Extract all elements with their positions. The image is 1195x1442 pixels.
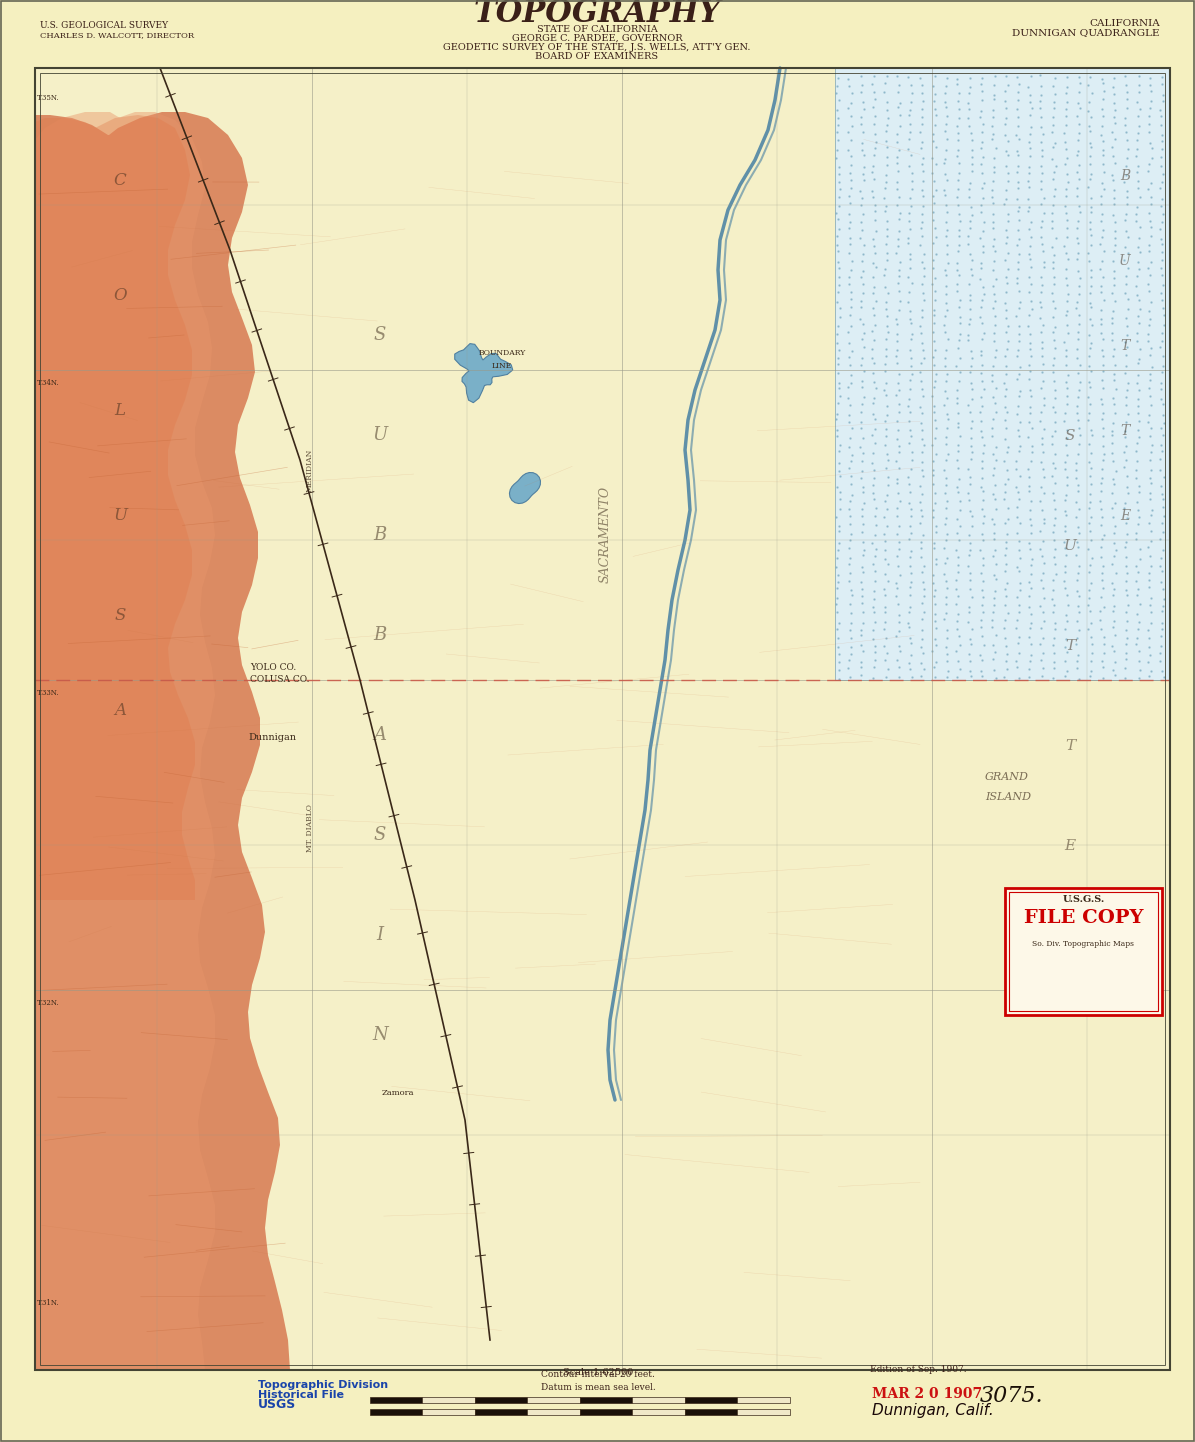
- Text: U: U: [1064, 539, 1077, 552]
- Text: O: O: [114, 287, 127, 304]
- Text: TOPOGRAPHY: TOPOGRAPHY: [473, 0, 721, 29]
- Bar: [474, 1397, 527, 1403]
- Bar: [370, 1397, 423, 1403]
- Text: LINE: LINE: [492, 362, 513, 371]
- Text: U: U: [373, 425, 387, 444]
- Text: C: C: [114, 172, 127, 189]
- Text: A: A: [114, 702, 125, 720]
- Text: Contour interval 20 feet.
Datum is mean sea level.: Contour interval 20 feet. Datum is mean …: [540, 1370, 655, 1392]
- Bar: [580, 1397, 632, 1403]
- Bar: [835, 68, 1170, 681]
- Text: Zamora: Zamora: [382, 1089, 415, 1097]
- Bar: [1009, 893, 1158, 1011]
- Text: S: S: [374, 326, 386, 345]
- Polygon shape: [35, 112, 290, 1370]
- Text: L: L: [115, 402, 125, 420]
- Text: T.32N.: T.32N.: [37, 999, 60, 1007]
- Text: T.33N.: T.33N.: [37, 689, 60, 696]
- Polygon shape: [35, 112, 215, 1370]
- Text: Dunnigan, Calif.: Dunnigan, Calif.: [872, 1403, 994, 1417]
- Text: T.31N.: T.31N.: [37, 1299, 60, 1306]
- Text: T: T: [1065, 639, 1076, 653]
- Text: A: A: [374, 725, 386, 744]
- Text: MERIDIAN: MERIDIAN: [306, 448, 314, 492]
- Bar: [527, 1409, 580, 1415]
- Text: Dunnigan: Dunnigan: [249, 733, 296, 743]
- Bar: [1005, 888, 1162, 1015]
- Bar: [737, 1409, 790, 1415]
- Text: MT. DIABLO: MT. DIABLO: [306, 805, 314, 852]
- Text: 3075.: 3075.: [980, 1384, 1043, 1407]
- Bar: [39, 74, 1165, 1366]
- Bar: [685, 1409, 737, 1415]
- Bar: [632, 1409, 685, 1415]
- Text: Edition of Sep. 1907.: Edition of Sep. 1907.: [870, 1366, 967, 1374]
- Text: GEORGE C. PARDEE, GOVERNOR: GEORGE C. PARDEE, GOVERNOR: [511, 35, 682, 43]
- Text: GRAND: GRAND: [985, 771, 1029, 782]
- Text: T.35N.: T.35N.: [37, 94, 60, 102]
- Text: S: S: [374, 826, 386, 844]
- Text: Topographic Division: Topographic Division: [258, 1380, 388, 1390]
- Text: SACRAMENTO: SACRAMENTO: [599, 486, 612, 583]
- Text: S: S: [115, 607, 125, 624]
- Text: E: E: [1065, 839, 1076, 854]
- Polygon shape: [455, 343, 513, 402]
- Text: U: U: [114, 508, 127, 523]
- Text: T: T: [1121, 424, 1129, 438]
- Text: Scale 1:62500: Scale 1:62500: [563, 1368, 633, 1377]
- Bar: [632, 1397, 685, 1403]
- Bar: [737, 1397, 790, 1403]
- Text: GEODETIC SURVEY OF THE STATE, J.S. WELLS, ATT'Y GEN.: GEODETIC SURVEY OF THE STATE, J.S. WELLS…: [443, 43, 750, 52]
- Bar: [423, 1397, 474, 1403]
- Text: I: I: [376, 926, 384, 945]
- Text: Historical File: Historical File: [258, 1390, 344, 1400]
- Text: FILE COPY: FILE COPY: [1024, 908, 1144, 927]
- Bar: [474, 1409, 527, 1415]
- Text: T.34N.: T.34N.: [37, 379, 60, 386]
- Bar: [685, 1397, 737, 1403]
- Text: DUNNIGAN QUADRANGLE: DUNNIGAN QUADRANGLE: [1012, 27, 1160, 37]
- Bar: [423, 1409, 474, 1415]
- Text: CHARLES D. WALCOTT, DIRECTOR: CHARLES D. WALCOTT, DIRECTOR: [39, 30, 194, 39]
- Polygon shape: [35, 115, 195, 900]
- Text: B: B: [373, 626, 387, 645]
- Bar: [370, 1409, 423, 1415]
- Text: B: B: [1120, 169, 1130, 183]
- Bar: [580, 1409, 632, 1415]
- Text: E: E: [1120, 509, 1130, 523]
- Text: R: R: [1065, 939, 1076, 953]
- Text: ISLAND: ISLAND: [985, 792, 1031, 802]
- Text: BOUNDARY: BOUNDARY: [478, 349, 526, 358]
- Text: COLUSA CO.: COLUSA CO.: [250, 675, 310, 684]
- Text: BOARD OF EXAMINERS: BOARD OF EXAMINERS: [535, 52, 658, 61]
- Text: N: N: [372, 1027, 388, 1044]
- Text: U: U: [1120, 254, 1130, 268]
- Text: T: T: [1065, 738, 1076, 753]
- Text: S: S: [1065, 430, 1076, 443]
- Text: T: T: [1121, 339, 1129, 353]
- Text: YOLO CO.: YOLO CO.: [250, 663, 296, 672]
- Bar: [527, 1397, 580, 1403]
- Polygon shape: [509, 473, 540, 503]
- Text: USGS: USGS: [258, 1397, 296, 1412]
- Text: U.S.G.S.: U.S.G.S.: [1062, 895, 1104, 904]
- Text: STATE OF CALIFORNIA: STATE OF CALIFORNIA: [537, 25, 657, 35]
- Text: U.S. GEOLOGICAL SURVEY: U.S. GEOLOGICAL SURVEY: [39, 22, 168, 30]
- Text: So. Div. Topographic Maps: So. Div. Topographic Maps: [1032, 940, 1134, 947]
- Text: MAR 2 0 1907: MAR 2 0 1907: [872, 1387, 982, 1402]
- Text: CALIFORNIA: CALIFORNIA: [1090, 19, 1160, 27]
- Text: B: B: [373, 526, 387, 544]
